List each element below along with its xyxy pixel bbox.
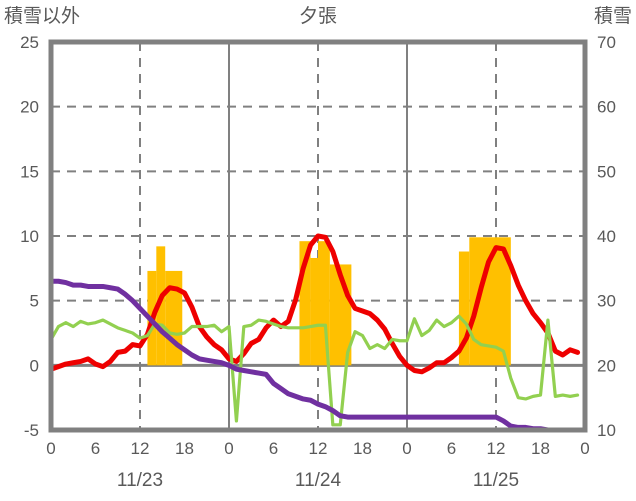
left-tick-label: 0 [30,356,39,375]
right-axis-ticks: 70 60 50 40 30 20 10 [597,33,616,440]
plot-border [48,39,588,433]
left-tick-label: 5 [30,292,39,311]
right-tick-label: 50 [597,162,616,181]
snow-bar [156,246,166,366]
x-date-label: 11/25 [473,470,519,491]
snow-bar [458,251,470,366]
left-tick-label: 20 [20,98,39,117]
right-axis-title: 積雪 [594,5,632,27]
left-axis-ticks: 25 20 15 10 5 0 -5 [20,33,39,440]
snow-bar [310,257,318,366]
snow-bar [318,241,330,366]
x-tick-label: 6 [447,439,456,458]
x-tick-label: 12 [131,439,150,458]
series-green-line [49,314,580,427]
snow-bar [299,241,311,366]
x-tick-label: 18 [531,439,550,458]
right-tick-label: 60 [597,98,616,117]
x-tick-label: 6 [269,439,278,458]
left-tick-label: 10 [20,227,39,246]
series-purple-line [48,278,581,433]
right-tick-label: 40 [597,227,616,246]
x-axis-date-labels: 11/23 11/24 11/25 [117,470,519,491]
left-axis-title: 積雪以外 [4,5,80,27]
x-tick-label: 12 [487,439,506,458]
x-axis-ticks: 0 6 12 18 0 6 12 18 0 6 12 18 0 [46,439,589,458]
x-tick-label: 18 [175,439,194,458]
left-tick-label: 25 [20,33,39,52]
page-title: 夕張 [299,5,337,27]
right-tick-label: 70 [597,33,616,52]
x-tick-label: 0 [46,439,55,458]
left-tick-label: -5 [24,421,39,440]
x-tick-label: 0 [224,439,233,458]
plot-frame [48,39,588,433]
series-lines [48,233,581,433]
series-red-line [48,233,581,375]
x-date-label: 11/23 [117,470,163,491]
x-tick-label: 0 [580,439,589,458]
right-tick-label: 10 [597,421,616,440]
x-tick-label: 6 [91,439,100,458]
x-tick-label: 18 [353,439,372,458]
snow-bar [165,270,183,366]
left-tick-label: 15 [20,162,39,181]
x-date-label: 11/24 [295,470,342,491]
x-tick-label: 12 [309,439,328,458]
right-tick-label: 30 [597,292,616,311]
x-tick-label: 0 [402,439,411,458]
right-tick-label: 20 [597,356,616,375]
